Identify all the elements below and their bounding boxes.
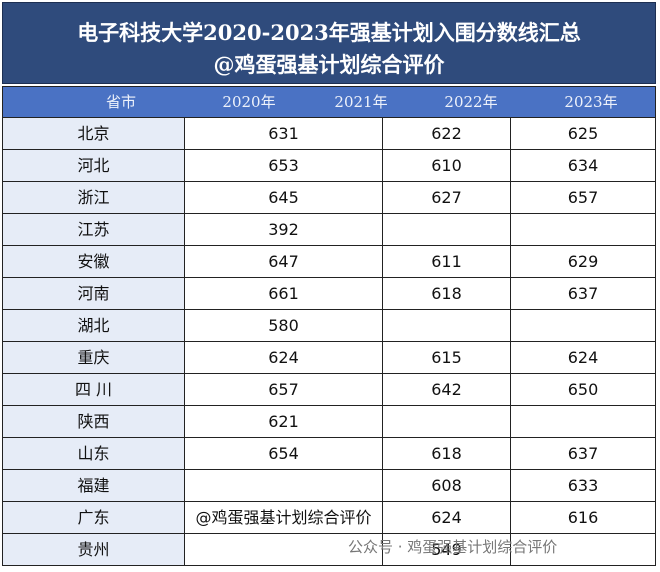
- column-header: 2020年: [222, 93, 276, 111]
- score-cell: 624: [511, 342, 656, 374]
- score-cell: 624: [383, 502, 511, 534]
- score-cell: 661: [185, 278, 383, 310]
- score-cell: 634: [511, 150, 656, 182]
- score-cell: 618: [383, 438, 511, 470]
- score-cell: 657: [185, 374, 383, 406]
- province-cell: 贵州: [2, 534, 185, 566]
- score-cell: 629: [511, 246, 656, 278]
- province-cell: 安徽: [2, 246, 185, 278]
- score-cell: 610: [383, 150, 511, 182]
- province-cell: 山东: [2, 438, 185, 470]
- score-cell: [383, 406, 511, 438]
- score-cell: 642: [383, 374, 511, 406]
- score-cell: 625: [511, 118, 656, 150]
- score-cell: [511, 534, 656, 566]
- score-cell: [185, 534, 383, 566]
- score-cell: 622: [383, 118, 511, 150]
- province-cell: 四 川: [2, 374, 185, 406]
- score-cell: 392: [185, 214, 383, 246]
- score-cell: 645: [185, 182, 383, 214]
- score-cell: 657: [511, 182, 656, 214]
- score-cell: 549: [383, 534, 511, 566]
- score-cell: 618: [383, 278, 511, 310]
- score-cell: 621: [185, 406, 383, 438]
- score-cell: 647: [185, 246, 383, 278]
- score-cell: [383, 310, 511, 342]
- province-cell: 广东: [2, 502, 185, 534]
- column-header: 省市: [105, 93, 137, 111]
- subtitle: @鸡蛋强基计划综合评价: [213, 52, 445, 77]
- province-cell: 江苏: [2, 214, 185, 246]
- column-header: 2021年: [334, 93, 388, 111]
- watermark: 公众号 · 鸡蛋强基计划综合评价: [348, 538, 558, 556]
- title: 电子科技大学2020-2023年强基计划入围分数线汇总: [77, 20, 581, 45]
- score-cell: 650: [511, 374, 656, 406]
- score-cell: 654: [185, 438, 383, 470]
- score-cell: 631: [185, 118, 383, 150]
- score-cell: 627: [383, 182, 511, 214]
- province-cell: 河北: [2, 150, 185, 182]
- province-cell: 重庆: [2, 342, 185, 374]
- score-cell: [383, 214, 511, 246]
- province-cell: 福建: [2, 470, 185, 502]
- score-cell: 653: [185, 150, 383, 182]
- column-header: 2022年: [444, 93, 498, 111]
- province-cell: 北京: [2, 118, 185, 150]
- score-cell: [511, 406, 656, 438]
- header-row: 省市 2020年 2021年 2022年 2023年: [2, 86, 656, 118]
- score-cell: 616: [511, 502, 656, 534]
- title-banner: 电子科技大学2020-2023年强基计划入围分数线汇总 @鸡蛋强基计划综合评价: [2, 2, 656, 84]
- score-cell: 580: [185, 310, 383, 342]
- province-cell: 湖北: [2, 310, 185, 342]
- score-cell: 637: [511, 438, 656, 470]
- score-cell: 611: [383, 246, 511, 278]
- column-header: 2023年: [564, 93, 618, 111]
- score-cell: 624: [185, 342, 383, 374]
- province-cell: 陕西: [2, 406, 185, 438]
- score-cell: [185, 470, 383, 502]
- score-cell: [511, 310, 656, 342]
- province-cell: 浙江: [2, 182, 185, 214]
- score-cell: 637: [511, 278, 656, 310]
- score-cell: 608: [383, 470, 511, 502]
- score-cell: 633: [511, 470, 656, 502]
- province-cell: 河南: [2, 278, 185, 310]
- score-cell: @鸡蛋强基计划综合评价: [185, 502, 383, 534]
- score-cell: [511, 214, 656, 246]
- score-cell: 615: [383, 342, 511, 374]
